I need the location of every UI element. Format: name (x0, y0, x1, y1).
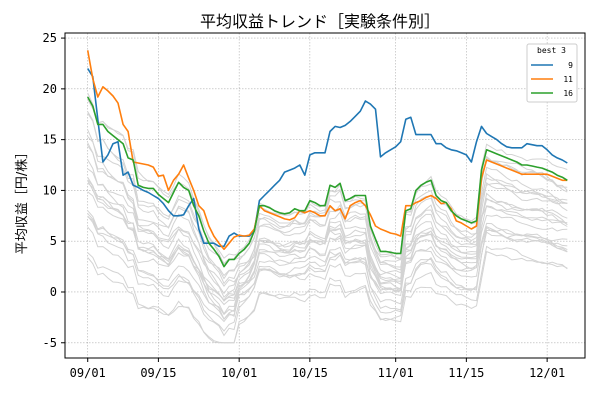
background-series-line (87, 250, 568, 344)
y-tick-label: 25 (43, 31, 57, 45)
background-series-line (87, 213, 568, 316)
background-series-line (87, 159, 568, 320)
legend-label-16: 16 (563, 89, 573, 98)
y-tick-label: 10 (43, 183, 57, 197)
background-series-line (87, 191, 568, 302)
series-line-16 (87, 96, 568, 268)
y-tick-label: 20 (43, 82, 57, 96)
legend-title: best 3 (537, 46, 566, 55)
y-tick-label: 15 (43, 133, 57, 147)
background-series-line (87, 245, 568, 344)
legend-label-9: 9 (568, 61, 573, 70)
background-series-line (87, 182, 568, 277)
legend-items: 9 11 16 (531, 61, 573, 98)
x-tick-label: 11/01 (378, 366, 414, 380)
y-tick-label: 5 (50, 234, 57, 248)
series-line-9 (87, 68, 568, 248)
background-series-line (87, 129, 568, 299)
y-axis-ticks: -5 0 5 10 15 20 25 (43, 31, 65, 350)
background-series-line (87, 111, 568, 295)
background-series-line (87, 210, 568, 301)
x-axis-ticks: 09/01 09/15 10/01 10/15 11/01 11/15 12/01 (70, 358, 565, 380)
series-line-11 (86, 50, 568, 251)
y-tick-label: 0 (50, 285, 57, 299)
background-series-line (87, 215, 568, 332)
x-tick-label: 10/01 (221, 366, 257, 380)
x-tick-label: 11/15 (448, 366, 484, 380)
background-series-line (87, 226, 568, 337)
legend-label-11: 11 (563, 75, 573, 84)
x-tick-label: 12/01 (529, 366, 565, 380)
plot-frame (64, 32, 586, 359)
background-series-line (87, 136, 568, 265)
grid (65, 33, 585, 358)
y-tick-label: -5 (43, 336, 57, 350)
chart-title: 平均収益トレンド［実験条件別］ (200, 12, 440, 31)
x-tick-label: 10/15 (292, 366, 328, 380)
highlighted-series-group (86, 50, 568, 268)
legend: best 3 9 11 16 (526, 43, 578, 103)
y-axis-label: 平均収益［円/株］ (15, 146, 30, 254)
x-tick-label: 09/15 (140, 366, 176, 380)
background-series-line (87, 145, 568, 315)
background-series-group (87, 92, 568, 344)
legend-box (526, 43, 578, 103)
x-tick-label: 09/01 (70, 366, 106, 380)
